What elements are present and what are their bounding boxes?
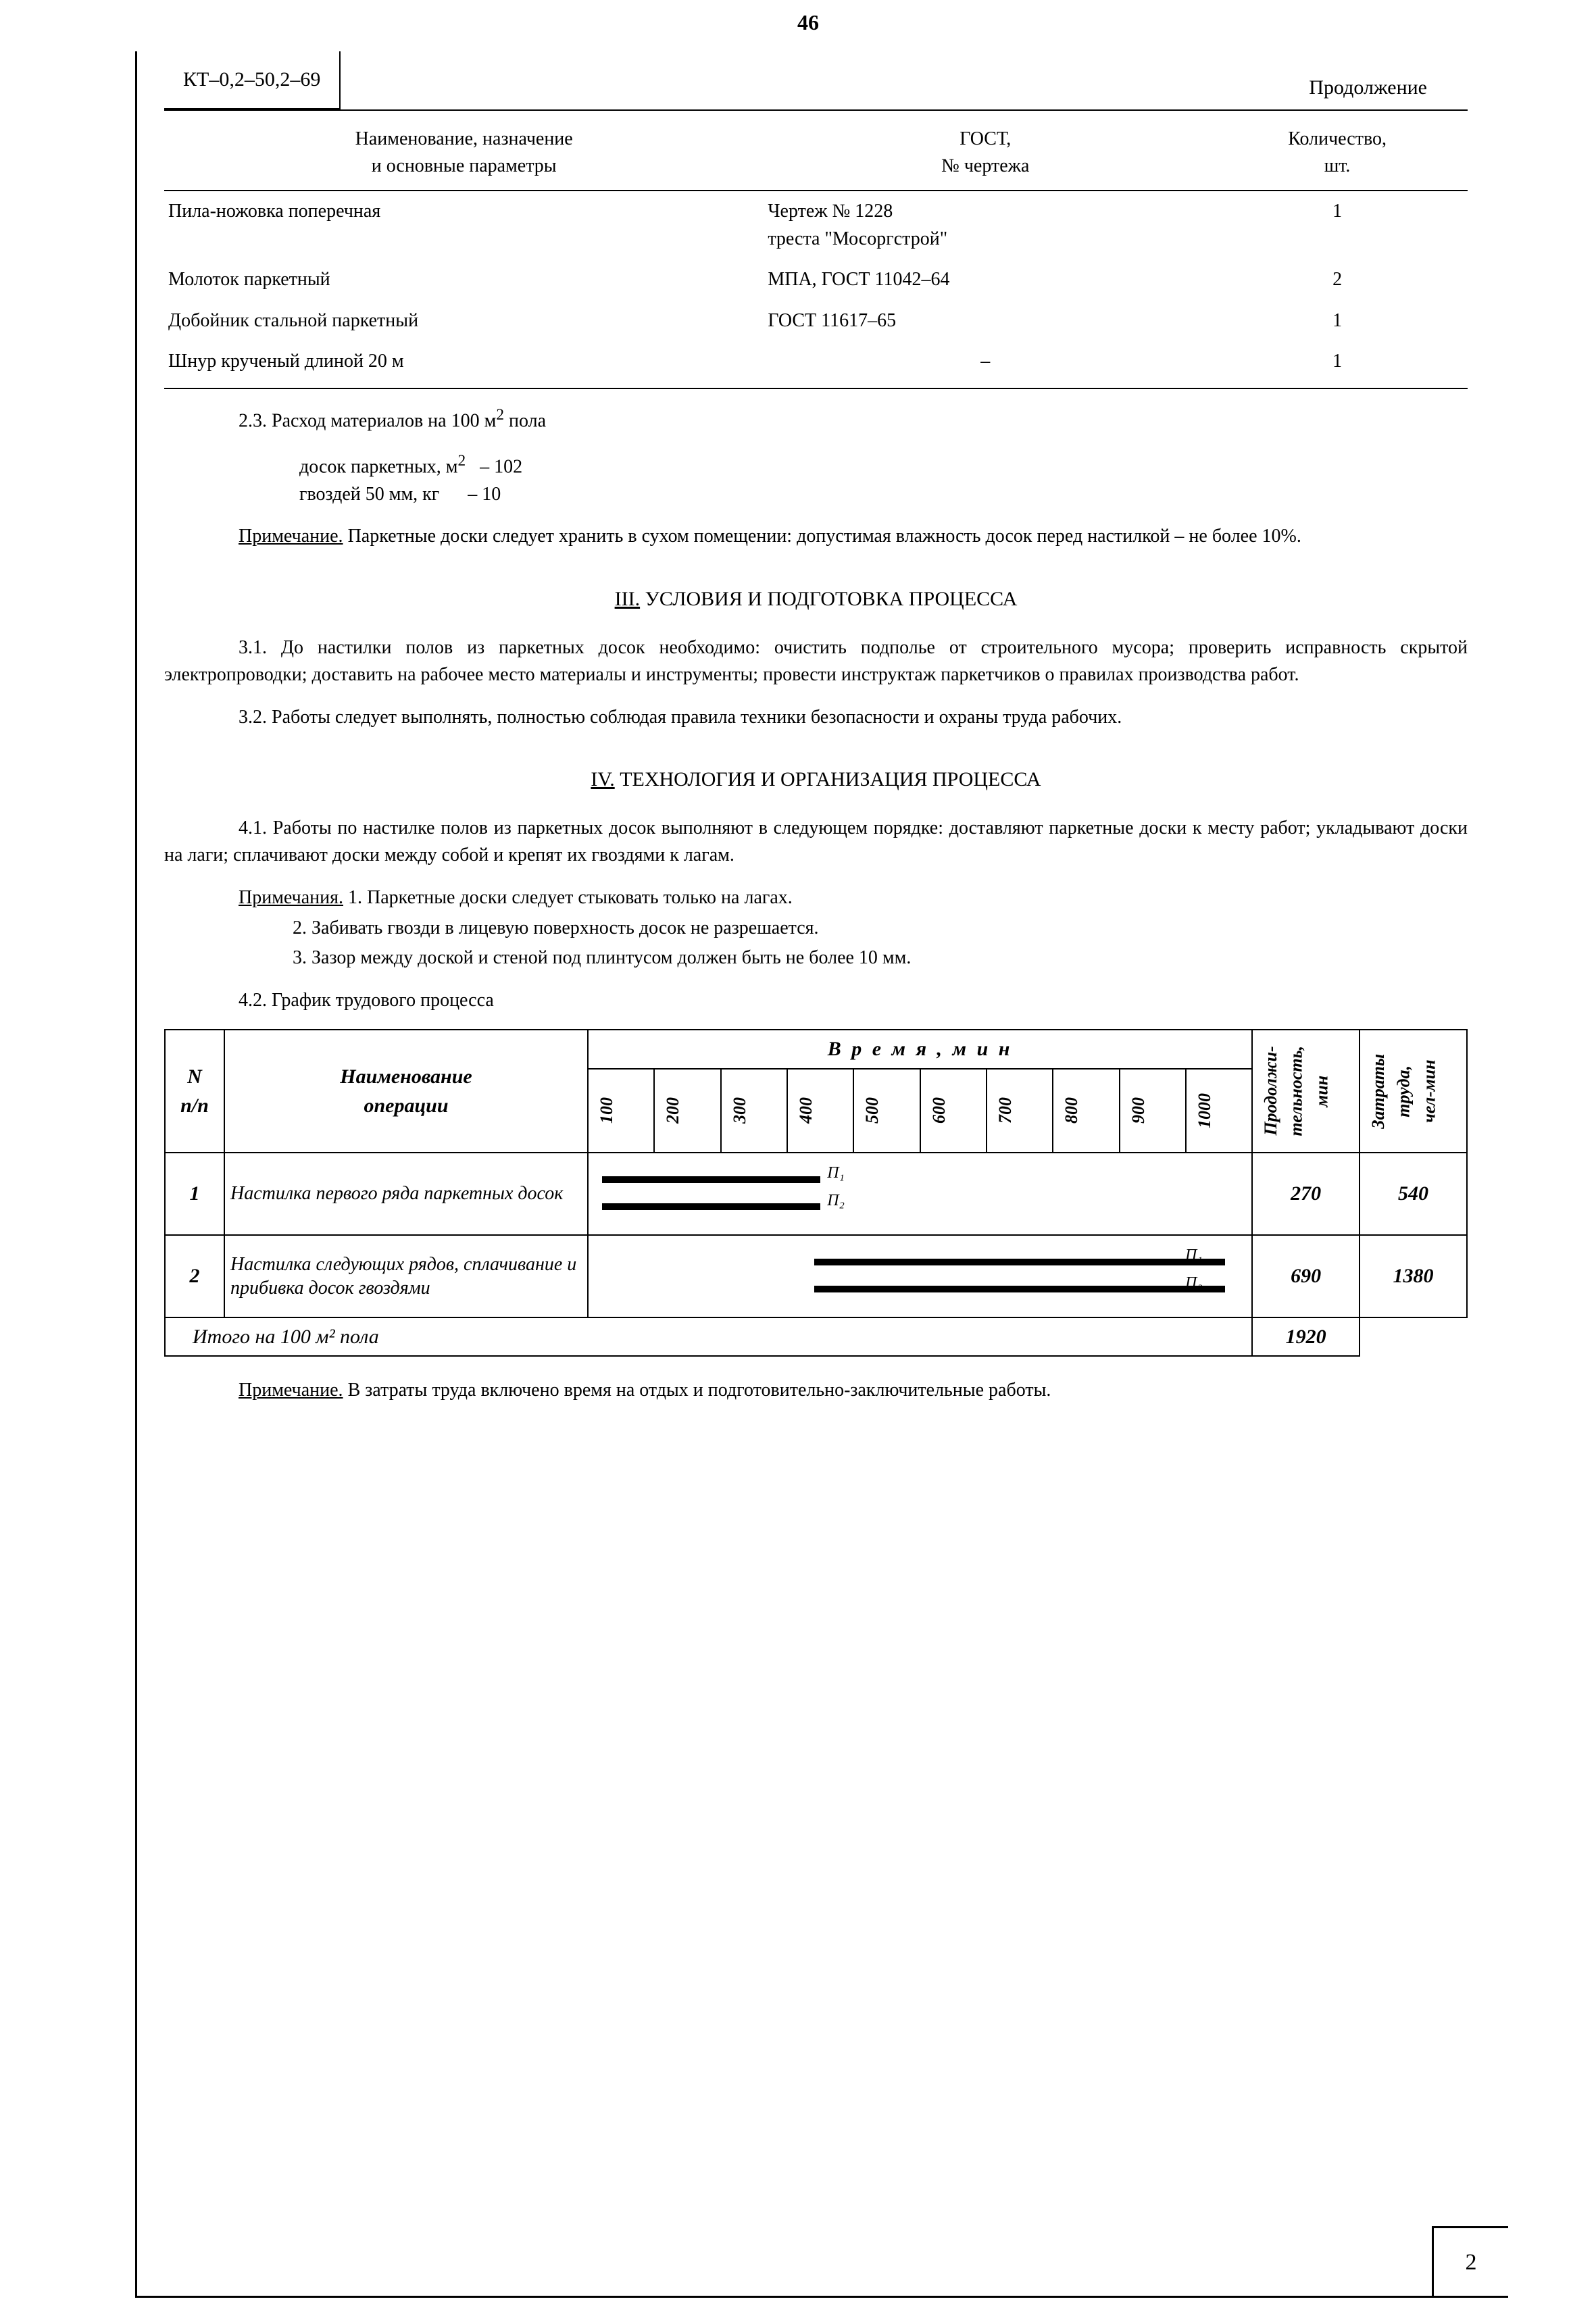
cell-gost: – — [764, 341, 1207, 382]
gantt-head-name: Наименование операции — [224, 1030, 588, 1153]
page: 46 КТ–0,2–50,2–69 Продолжение Наименован… — [0, 0, 1596, 2314]
cell-qty: 1 — [1207, 341, 1468, 382]
paragraph-3-1: 3.1. До настилки полов из паркетных досо… — [164, 634, 1468, 689]
notes-4-1-line3: 3. Зазор между доской и стеной под плинт… — [293, 945, 1468, 972]
note-bottom: Примечание. В затраты труда включено вре… — [164, 1377, 1468, 1405]
th-qty: Количество, шт. — [1207, 119, 1468, 191]
cell-name: Добойник стальной паркетный — [164, 301, 764, 342]
cell-qty: 1 — [1207, 301, 1468, 342]
gantt-tick: 800 — [1053, 1069, 1119, 1153]
gantt-duration: 270 — [1252, 1153, 1360, 1235]
materials-list: досок паркетных, м2 – 102 гвоздей 50 мм,… — [299, 450, 1468, 509]
page-frame: КТ–0,2–50,2–69 Продолжение Наименование,… — [135, 51, 1508, 2298]
gantt-head-labor: Затраты труда, чел-мин — [1360, 1030, 1467, 1153]
table-row: Добойник стальной паркетный ГОСТ 11617–6… — [164, 301, 1468, 342]
gantt-row: 2 Настилка следующих рядов, сплачивание … — [165, 1235, 1467, 1317]
cell-name: Шнур крученый длиной 20 м — [164, 341, 764, 382]
gantt-tick: 400 — [787, 1069, 853, 1153]
cell-gost: Чертеж № 1228 треста "Мосоргстрой" — [764, 191, 1207, 259]
table-row: Шнур крученый длиной 20 м – 1 — [164, 341, 1468, 382]
gantt-bars-cell: П₁П₂ — [588, 1153, 1252, 1235]
gantt-tick: 700 — [987, 1069, 1053, 1153]
cell-gost: ГОСТ 11617–65 — [764, 301, 1207, 342]
paragraph-4-1: 4.1. Работы по настилке полов из паркетн… — [164, 815, 1468, 870]
gantt-tick: 900 — [1120, 1069, 1186, 1153]
cell-name: Молоток паркетный — [164, 259, 764, 301]
gantt-row-name: Настилка следующих рядов, сплачивание и … — [224, 1235, 588, 1317]
note-storage: Примечание. Паркетные доски следует хран… — [164, 523, 1468, 551]
gantt-total-label: Итого на 100 м² пола — [165, 1317, 1252, 1357]
cell-gost: МПА, ГОСТ 11042–64 — [764, 259, 1207, 301]
gantt-row-num: 2 — [165, 1235, 224, 1317]
notes-4-1-line2: 2. Забивать гвозди в лицевую поверхность… — [293, 915, 1468, 942]
section-3-title: III. УСЛОВИЯ И ПОДГОТОВКА ПРОЦЕССА — [164, 584, 1468, 614]
cell-qty: 1 — [1207, 191, 1468, 259]
document-code: КТ–0,2–50,2–69 — [164, 51, 341, 109]
gantt-bars-cell: П₁П₂ — [588, 1235, 1252, 1317]
tools-table: Наименование, назначение и основные пара… — [164, 119, 1468, 382]
gantt-row: 1 Настилка первого ряда пар­кетных досок… — [165, 1153, 1467, 1235]
gantt-tick: 600 — [920, 1069, 987, 1153]
page-number-top: 46 — [122, 7, 1495, 38]
gantt-row-num: 1 — [165, 1153, 224, 1235]
table-bottom-rule — [164, 388, 1468, 389]
gantt-tick: 200 — [654, 1069, 720, 1153]
paragraph-4-2: 4.2. График трудового процесса — [164, 987, 1468, 1015]
gantt-head-time: В р е м я , м и н — [588, 1030, 1252, 1069]
gantt-total-row: Итого на 100 м² пола 1920 — [165, 1317, 1467, 1357]
header-row: КТ–0,2–50,2–69 Продолжение — [164, 51, 1468, 111]
page-number-bottom: 2 — [1432, 2226, 1508, 2296]
th-gost: ГОСТ, № чертежа — [764, 119, 1207, 191]
gantt-total-labor: 1920 — [1252, 1317, 1360, 1357]
cell-name: Пила-ножовка поперечная — [164, 191, 764, 259]
section-4-title: IV. ТЕХНОЛОГИЯ И ОРГАНИЗАЦИЯ ПРОЦЕССА — [164, 765, 1468, 795]
gantt-tick: 100 — [588, 1069, 654, 1153]
gantt-head-number: N п/п — [165, 1030, 224, 1153]
gantt-tick: 500 — [853, 1069, 920, 1153]
gantt-labor: 1380 — [1360, 1235, 1467, 1317]
table-row: Молоток паркетный МПА, ГОСТ 11042–64 2 — [164, 259, 1468, 301]
gantt-head-duration: Продолжи- тельность, мин — [1252, 1030, 1360, 1153]
gantt-row-name: Настилка первого ряда пар­кетных досок — [224, 1153, 588, 1235]
cell-qty: 2 — [1207, 259, 1468, 301]
gantt-labor: 540 — [1360, 1153, 1467, 1235]
gantt-tick: 300 — [721, 1069, 787, 1153]
notes-4-1: Примечания. 1. Паркетные доски следует с… — [164, 884, 1468, 912]
section-2-3: 2.3. Расход материалов на 100 м2 пола — [164, 404, 1468, 435]
gantt-tick: 1000 — [1186, 1069, 1252, 1153]
table-row: Пила-ножовка поперечная Чертеж № 1228 тр… — [164, 191, 1468, 259]
th-name: Наименование, назначение и основные пара… — [164, 119, 764, 191]
continuation-label: Продолжение — [1309, 66, 1468, 109]
paragraph-3-2: 3.2. Работы следует выполнять, полностью… — [164, 704, 1468, 732]
gantt-duration: 690 — [1252, 1235, 1360, 1317]
gantt-chart: N п/п Наименование операции В р е м я , … — [164, 1029, 1468, 1357]
